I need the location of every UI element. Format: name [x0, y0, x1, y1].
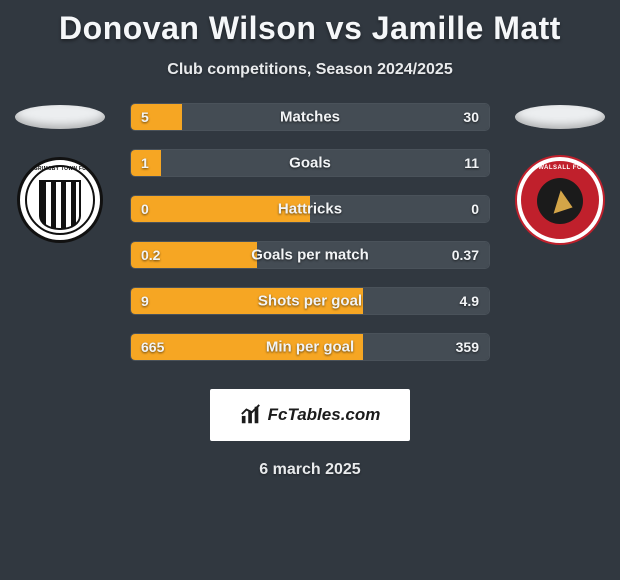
stat-label: Goals per match — [131, 247, 489, 264]
page-subtitle: Club competitions, Season 2024/2025 — [0, 61, 620, 79]
player-right-column: WALSALL FC — [500, 103, 620, 243]
stat-row: 94.9Shots per goal — [130, 287, 490, 315]
club-badge-left-shield — [39, 180, 81, 230]
stat-row: 530Matches — [130, 103, 490, 131]
player-right-silhouette — [515, 105, 605, 129]
comparison-main: GRIMSBY TOWN FC 530Matches 111Goals 00Hatt… — [0, 103, 620, 379]
date-label: 6 march 2025 — [0, 461, 620, 479]
club-badge-left: GRIMSBY TOWN FC — [17, 157, 103, 243]
club-badge-right-inner — [537, 178, 583, 224]
chart-icon — [240, 404, 262, 426]
stat-bars-container: 530Matches 111Goals 00Hattricks 0.20.37Goal… — [130, 103, 490, 379]
stat-row: 665359Min per goal — [130, 333, 490, 361]
brand-text: FcTables.com — [268, 405, 381, 425]
stat-label: Min per goal — [131, 339, 489, 356]
club-badge-right: WALSALL FC — [517, 157, 603, 243]
stat-row: 111Goals — [130, 149, 490, 177]
club-badge-left-text: GRIMSBY TOWN FC — [20, 166, 100, 172]
stat-label: Goals — [131, 155, 489, 172]
bird-icon — [547, 188, 572, 213]
stat-row: 0.20.37Goals per match — [130, 241, 490, 269]
player-left-silhouette — [15, 105, 105, 129]
stat-label: Shots per goal — [131, 293, 489, 310]
stat-row: 00Hattricks — [130, 195, 490, 223]
page-title: Donovan Wilson vs Jamille Matt — [0, 0, 620, 47]
stat-label: Hattricks — [131, 201, 489, 218]
stat-label: Matches — [131, 109, 489, 126]
player-left-column: GRIMSBY TOWN FC — [0, 103, 120, 243]
brand-badge: FcTables.com — [210, 389, 410, 441]
club-badge-right-text: WALSALL FC — [521, 165, 599, 171]
